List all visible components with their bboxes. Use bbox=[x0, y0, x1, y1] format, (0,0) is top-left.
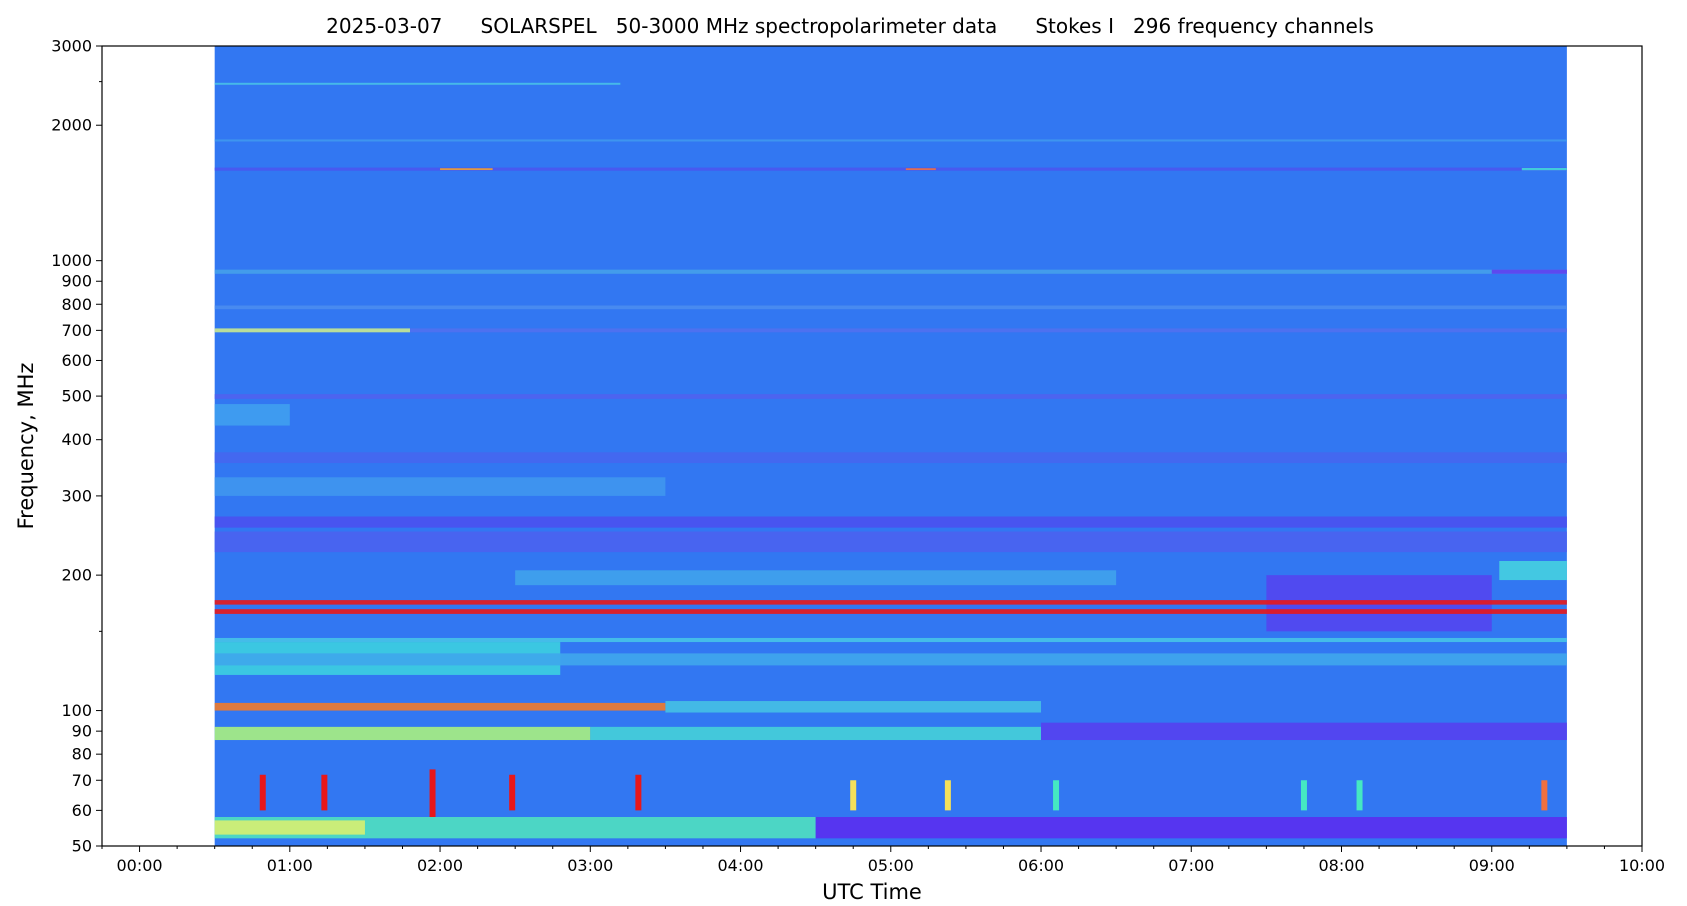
spectral-band-0 bbox=[214, 167, 1567, 171]
x-tick-label-7: 07:00 bbox=[1168, 856, 1214, 875]
spectral-band-15 bbox=[214, 516, 1567, 528]
y-tick-label-8: 400 bbox=[61, 430, 92, 449]
chart-title: 2025-03-07 SOLARSPEL 50-3000 MHz spectro… bbox=[326, 14, 1374, 38]
plot-frame bbox=[101, 45, 1643, 847]
spectral-band-6 bbox=[214, 269, 1567, 274]
y-tick-label-2: 70 bbox=[72, 771, 92, 790]
spectral-band-27 bbox=[214, 726, 591, 741]
spectral-band-21 bbox=[214, 609, 1567, 614]
y-tick-label-15: 2000 bbox=[51, 116, 92, 135]
x-tick-label-9: 09:00 bbox=[1469, 856, 1515, 875]
spectral-band-7 bbox=[1491, 269, 1567, 274]
radio-burst-9 bbox=[1356, 780, 1363, 811]
x-tick-label-2: 02:00 bbox=[417, 856, 463, 875]
radio-burst-7 bbox=[1053, 780, 1060, 811]
y-tick-label-0: 50 bbox=[72, 837, 92, 856]
radio-burst-8 bbox=[1300, 780, 1307, 811]
y-tick-label-5: 100 bbox=[61, 701, 92, 720]
x-tick-label-6: 06:00 bbox=[1018, 856, 1064, 875]
x-tick-label-3: 03:00 bbox=[567, 856, 613, 875]
x-tick-label-8: 08:00 bbox=[1318, 856, 1364, 875]
y-tick-label-7: 300 bbox=[61, 486, 92, 505]
spectral-band-4 bbox=[214, 82, 621, 85]
y-tick-label-14: 1000 bbox=[51, 251, 92, 270]
spectral-band-17 bbox=[515, 570, 1117, 586]
y-tick-label-1: 60 bbox=[72, 801, 92, 820]
y-tick-label-11: 700 bbox=[61, 321, 92, 340]
radio-burst-5 bbox=[850, 780, 857, 811]
y-tick-label-3: 80 bbox=[72, 745, 92, 764]
radio-burst-4 bbox=[635, 774, 642, 811]
spectral-band-2 bbox=[905, 168, 936, 171]
spectral-band-25 bbox=[214, 702, 666, 711]
spectral-band-14 bbox=[214, 477, 666, 496]
y-tick-label-10: 600 bbox=[61, 351, 92, 370]
spectral-band-10 bbox=[410, 328, 1567, 333]
x-tick-label-5: 05:00 bbox=[868, 856, 914, 875]
x-tick-label-0: 00:00 bbox=[117, 856, 163, 875]
radio-burst-0 bbox=[259, 774, 266, 811]
y-tick-label-9: 500 bbox=[61, 387, 92, 406]
y-tick-label-12: 800 bbox=[61, 295, 92, 314]
y-tick-label-16: 3000 bbox=[51, 37, 92, 56]
spectral-band-5 bbox=[214, 139, 1567, 142]
radio-burst-1 bbox=[321, 774, 328, 811]
spectral-band-19 bbox=[1499, 560, 1567, 581]
spectral-band-31 bbox=[214, 820, 365, 835]
spectral-band-28 bbox=[590, 726, 1042, 741]
y-tick-label-4: 90 bbox=[72, 722, 92, 741]
x-axis-label: UTC Time bbox=[822, 880, 922, 904]
spectral-band-29 bbox=[1041, 722, 1567, 741]
radio-burst-6 bbox=[944, 780, 951, 811]
spectral-band-1 bbox=[440, 168, 493, 171]
spectral-band-16 bbox=[214, 531, 1567, 553]
spectral-band-13 bbox=[214, 452, 1567, 464]
spectral-band-26 bbox=[665, 701, 1042, 713]
radio-burst-2 bbox=[429, 769, 436, 817]
y-axis-label: Frequency, MHz bbox=[14, 363, 38, 530]
plot-area bbox=[214, 46, 1567, 846]
y-tick-label-13: 900 bbox=[61, 272, 92, 291]
spectral-band-24 bbox=[214, 637, 1567, 643]
x-tick-label-10: 10:00 bbox=[1619, 856, 1665, 875]
spectral-band-11 bbox=[214, 394, 1567, 399]
spectral-band-12 bbox=[214, 404, 290, 426]
spectral-band-20 bbox=[214, 600, 1567, 605]
radio-burst-10 bbox=[1541, 780, 1548, 811]
spectrogram-background bbox=[214, 46, 1567, 846]
spectral-band-32 bbox=[815, 817, 1567, 839]
spectral-band-3 bbox=[1521, 167, 1567, 171]
spectral-band-9 bbox=[214, 328, 410, 333]
x-axis: 00:00 01:00 02:00 03:00 04:00 05:00 06:00 07:00… bbox=[101, 846, 1665, 875]
x-tick-label-1: 01:00 bbox=[267, 856, 313, 875]
y-axis: 50 60 70 80 90 100 200 300 400 500 600 700 800 900 100… bbox=[51, 37, 102, 856]
spectral-band-23 bbox=[214, 653, 1567, 666]
x-tick-label-4: 04:00 bbox=[717, 856, 763, 875]
y-tick-label-6: 200 bbox=[61, 566, 92, 585]
radio-burst-3 bbox=[509, 774, 516, 811]
spectral-band-8 bbox=[214, 305, 1567, 310]
